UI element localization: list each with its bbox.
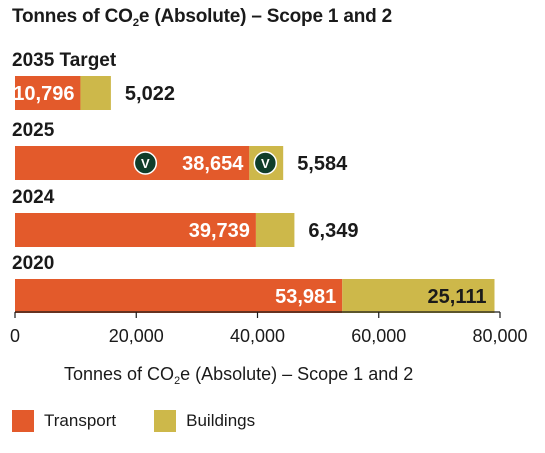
legend-item-transport: Transport	[12, 410, 116, 432]
data-label-transport-2025: 38,654	[182, 153, 244, 175]
bar-buildings-2024	[255, 213, 295, 247]
badge-icon-transport	[133, 151, 158, 175]
legend-label-buildings: Buildings	[186, 411, 256, 430]
data-label-transport-2024: 39,739	[189, 220, 250, 242]
bar-buildings-2020	[342, 279, 495, 313]
legend-swatch-transport	[12, 410, 34, 432]
category-label-2020: 2020	[12, 253, 54, 274]
category-label-2035-target: 2035 Target	[12, 50, 117, 71]
data-label-transport-2035-target: 10,796	[13, 83, 74, 105]
bar-transport-2020	[15, 279, 343, 313]
bar-transport-2035-target	[15, 76, 81, 110]
legend-item-buildings: Buildings	[154, 410, 255, 432]
badge-icon-transport-glyph: V	[141, 156, 150, 171]
data-label-transport-2020: 53,981	[275, 286, 336, 308]
category-label-2025: 2025	[12, 120, 55, 141]
bar-transport-2025	[15, 146, 250, 180]
data-label-buildings-2024: 6,349	[308, 220, 358, 242]
bar-transport-2024	[15, 213, 256, 247]
data-label-buildings-2035-target: 5,022	[125, 83, 175, 105]
badge-icon-buildings-glyph: V	[261, 156, 270, 171]
data-label-buildings-2020: 25,111	[428, 286, 487, 308]
x-tick-label: 80,000	[472, 326, 527, 346]
chart-title: Tonnes of CO2e (Absolute) – Scope 1 and …	[12, 6, 392, 29]
x-tick-label: 40,000	[230, 326, 285, 346]
legend: Transport Buildings	[12, 410, 293, 432]
x-tick-label: 60,000	[351, 326, 406, 346]
bar-buildings-2035-target	[80, 76, 111, 110]
x-tick-label: 20,000	[109, 326, 164, 346]
legend-label-transport: Transport	[44, 411, 117, 430]
badge-icon-buildings	[253, 151, 278, 175]
data-label-buildings-2025: 5,584	[297, 153, 348, 175]
category-label-2024: 2024	[12, 187, 55, 208]
x-tick-label: 0	[10, 326, 20, 346]
legend-swatch-buildings	[154, 410, 177, 432]
x-axis-label: Tonnes of CO2e (Absolute) – Scope 1 and …	[64, 364, 414, 387]
